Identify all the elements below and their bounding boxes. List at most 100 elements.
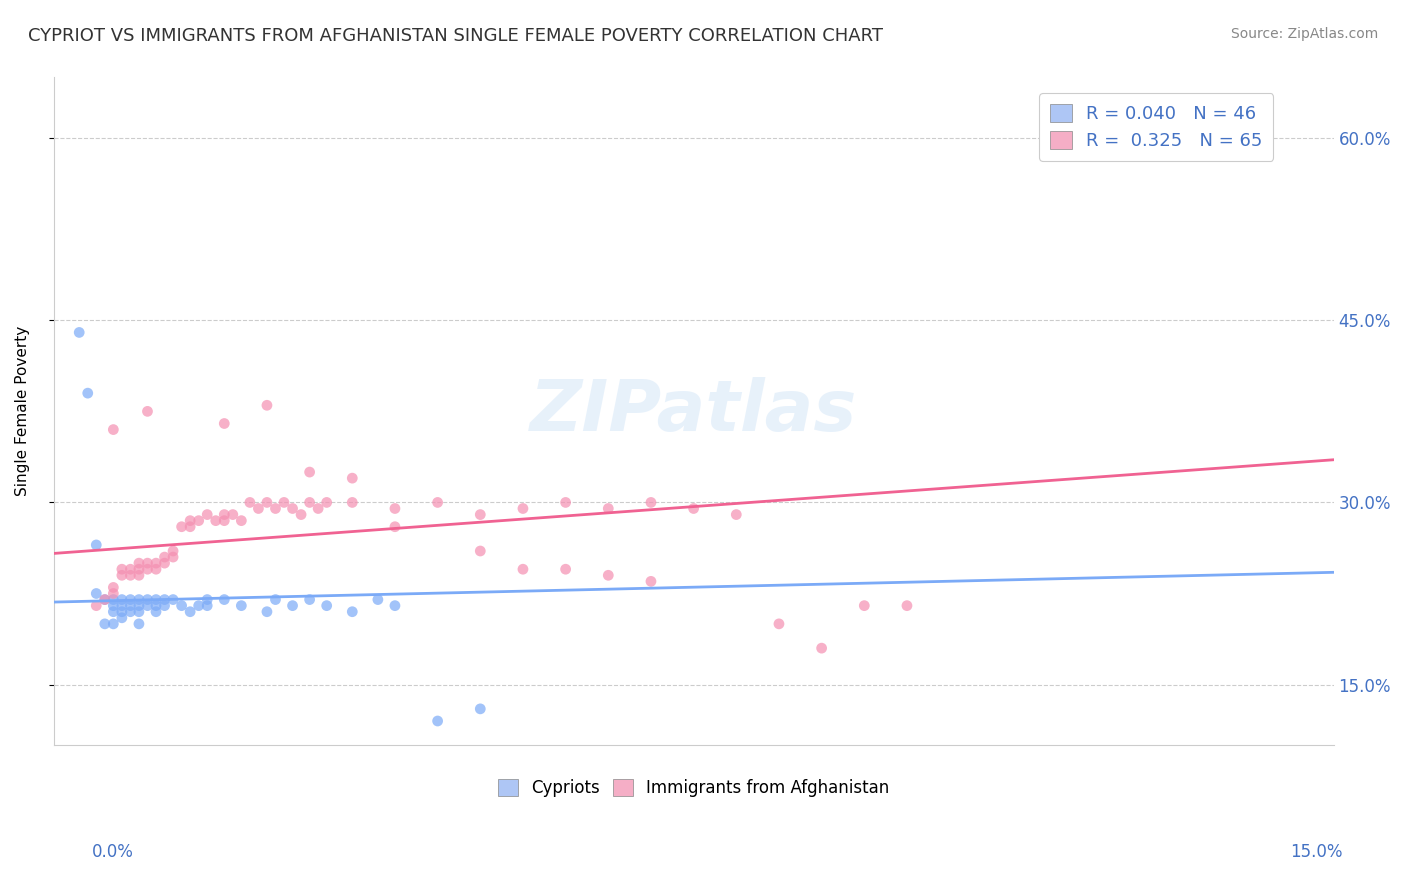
Y-axis label: Single Female Poverty: Single Female Poverty	[15, 326, 30, 497]
Point	[298, 592, 321, 607]
Point	[162, 592, 184, 607]
Point	[384, 501, 406, 516]
Point	[290, 508, 312, 522]
Point	[256, 605, 278, 619]
Point	[76, 386, 98, 401]
Point	[136, 592, 159, 607]
Point	[120, 568, 142, 582]
Legend: Cypriots, Immigrants from Afghanistan: Cypriots, Immigrants from Afghanistan	[491, 772, 896, 804]
Point	[136, 556, 159, 570]
Point	[298, 495, 321, 509]
Point	[342, 605, 364, 619]
Point	[128, 568, 150, 582]
Point	[315, 495, 337, 509]
Point	[67, 326, 90, 340]
Point	[120, 605, 142, 619]
Point	[153, 592, 176, 607]
Point	[426, 714, 449, 728]
Point	[111, 592, 134, 607]
Point	[195, 599, 218, 613]
Point	[195, 508, 218, 522]
Point	[84, 538, 107, 552]
Point	[231, 599, 253, 613]
Point	[128, 592, 150, 607]
Text: ZIPatlas: ZIPatlas	[530, 376, 858, 446]
Point	[128, 616, 150, 631]
Point	[111, 562, 134, 576]
Point	[111, 611, 134, 625]
Point	[512, 562, 534, 576]
Point	[470, 544, 492, 558]
Point	[598, 568, 620, 582]
Point	[103, 586, 125, 600]
Point	[195, 592, 218, 607]
Point	[281, 599, 304, 613]
Point	[247, 501, 270, 516]
Point	[111, 568, 134, 582]
Point	[128, 556, 150, 570]
Point	[103, 605, 125, 619]
Point	[145, 599, 167, 613]
Point	[170, 519, 193, 533]
Point	[231, 514, 253, 528]
Point	[384, 599, 406, 613]
Point	[512, 501, 534, 516]
Point	[103, 616, 125, 631]
Point	[153, 599, 176, 613]
Point	[111, 599, 134, 613]
Point	[768, 616, 790, 631]
Point	[84, 586, 107, 600]
Point	[204, 514, 226, 528]
Point	[120, 562, 142, 576]
Point	[725, 508, 748, 522]
Point	[214, 514, 236, 528]
Point	[281, 501, 304, 516]
Point	[170, 599, 193, 613]
Point	[136, 562, 159, 576]
Point	[179, 514, 201, 528]
Point	[342, 471, 364, 485]
Point	[554, 562, 576, 576]
Point	[145, 592, 167, 607]
Point	[239, 495, 262, 509]
Point	[256, 495, 278, 509]
Point	[162, 550, 184, 565]
Point	[222, 508, 245, 522]
Point	[640, 495, 662, 509]
Point	[94, 592, 117, 607]
Point	[810, 641, 832, 656]
Point	[103, 599, 125, 613]
Point	[256, 398, 278, 412]
Point	[179, 605, 201, 619]
Point	[187, 599, 209, 613]
Point	[367, 592, 389, 607]
Point	[128, 605, 150, 619]
Point	[145, 605, 167, 619]
Point	[153, 550, 176, 565]
Point	[214, 592, 236, 607]
Point	[136, 404, 159, 418]
Point	[128, 562, 150, 576]
Text: Source: ZipAtlas.com: Source: ZipAtlas.com	[1230, 27, 1378, 41]
Point	[103, 581, 125, 595]
Point	[179, 519, 201, 533]
Point	[298, 465, 321, 479]
Point	[145, 562, 167, 576]
Point	[153, 556, 176, 570]
Point	[103, 592, 125, 607]
Point	[853, 599, 876, 613]
Point	[682, 501, 704, 516]
Point	[896, 599, 918, 613]
Point	[640, 574, 662, 589]
Point	[598, 501, 620, 516]
Point	[384, 519, 406, 533]
Point	[264, 501, 287, 516]
Point	[214, 508, 236, 522]
Point	[84, 599, 107, 613]
Text: 0.0%: 0.0%	[91, 843, 134, 861]
Text: CYPRIOT VS IMMIGRANTS FROM AFGHANISTAN SINGLE FEMALE POVERTY CORRELATION CHART: CYPRIOT VS IMMIGRANTS FROM AFGHANISTAN S…	[28, 27, 883, 45]
Point	[342, 495, 364, 509]
Point	[111, 605, 134, 619]
Point	[470, 702, 492, 716]
Point	[187, 514, 209, 528]
